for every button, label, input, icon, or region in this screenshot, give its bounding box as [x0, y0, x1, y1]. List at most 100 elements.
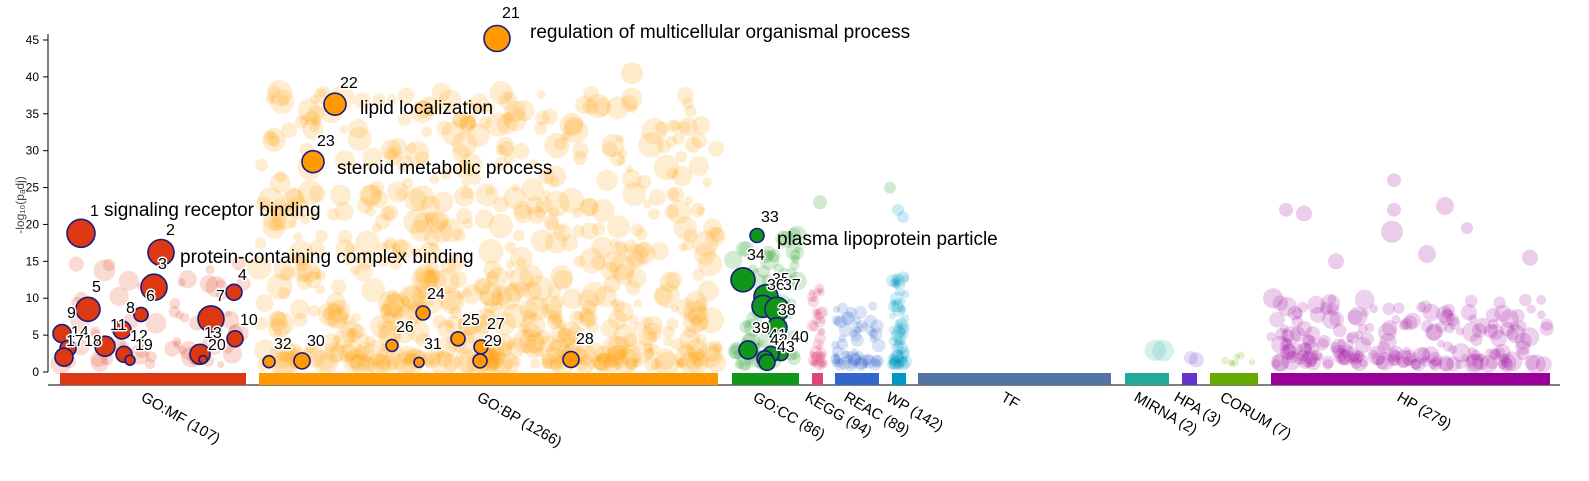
bg-bubble — [359, 184, 382, 207]
bg-bubble — [572, 142, 589, 159]
bg-bubble — [178, 346, 187, 355]
bg-bubble — [1425, 323, 1443, 341]
bg-bubble — [695, 333, 707, 346]
bg-bubble — [600, 261, 619, 280]
bg-bubble — [593, 353, 611, 372]
bg-bubble — [1387, 353, 1400, 367]
bg-bubble — [1485, 307, 1501, 323]
term-20-bubble[interactable] — [198, 354, 208, 365]
bg-bubble — [485, 271, 500, 285]
bg-bubble — [485, 186, 495, 196]
term-3-bubble[interactable] — [140, 273, 168, 302]
bg-bubble — [462, 115, 477, 130]
bg-bubble — [460, 186, 474, 200]
bg-bubble — [892, 350, 904, 363]
term-31-bubble[interactable] — [413, 356, 425, 369]
bg-bubble — [1310, 349, 1322, 361]
term-24-bubble[interactable] — [415, 305, 431, 321]
term-22-bubble[interactable] — [323, 92, 347, 116]
term-39-bubble[interactable] — [738, 340, 758, 360]
term-43-bubble[interactable] — [758, 353, 776, 372]
y-tick-label: 10 — [26, 291, 40, 305]
bg-bubble — [587, 360, 597, 370]
term-19-bubble[interactable] — [124, 354, 136, 367]
bg-bubble — [664, 204, 680, 220]
bg-bubble — [898, 305, 907, 314]
bg-bubble — [591, 222, 606, 237]
bg-bubble — [1347, 306, 1368, 327]
highlighted-terms — [52, 24, 790, 372]
bg-bubble — [1439, 357, 1455, 372]
term-32-bubble[interactable] — [262, 354, 276, 369]
bg-bubble — [308, 240, 325, 257]
bg-bubble — [394, 358, 406, 371]
bg-bubble — [893, 332, 907, 346]
term-23-id: 23 — [317, 133, 335, 150]
term-25-bubble[interactable] — [450, 330, 466, 347]
term-2-bubble[interactable] — [147, 238, 175, 267]
term-28-bubble[interactable] — [562, 350, 580, 369]
bg-bubble — [594, 285, 617, 308]
term-8-bubble[interactable] — [133, 306, 149, 323]
bg-bubble — [785, 242, 804, 261]
term-21-bubble[interactable] — [483, 24, 511, 53]
term-8-id: 8 — [126, 300, 135, 317]
bg-bubble — [407, 320, 430, 343]
term-10-bubble[interactable] — [226, 329, 244, 348]
bg-bubble — [495, 145, 507, 156]
bg-bubble — [594, 352, 615, 372]
bg-bubble — [445, 319, 455, 329]
bg-bubble — [594, 345, 612, 363]
bg-bubble — [662, 326, 675, 339]
bg-bubble — [1422, 346, 1440, 364]
bg-bubble — [643, 315, 663, 336]
term-7-bubble[interactable] — [197, 305, 225, 333]
term-18-bubble[interactable] — [94, 335, 116, 358]
term-30-bubble[interactable] — [293, 352, 311, 370]
bg-bubble — [440, 290, 465, 315]
bg-bubble — [579, 247, 605, 274]
bg-bubble — [870, 319, 884, 333]
source-bar-hpa — [1182, 373, 1197, 385]
term-33-bubble[interactable] — [749, 227, 765, 244]
bg-bubble — [897, 271, 910, 284]
bg-bubble — [462, 218, 473, 230]
term-26-bubble[interactable] — [385, 338, 399, 353]
bg-bubble — [439, 218, 463, 243]
term-5-bubble[interactable] — [75, 296, 101, 323]
bg-bubble — [1430, 355, 1443, 367]
bg-bubble — [1515, 340, 1531, 355]
term-11-bubble[interactable] — [112, 320, 132, 340]
bg-bubble — [410, 219, 432, 242]
term-38-bubble[interactable] — [766, 316, 788, 339]
bg-bubble — [424, 269, 447, 292]
bg-bubble — [739, 321, 752, 334]
bg-bubble — [316, 352, 335, 372]
term-1-bubble[interactable] — [66, 218, 96, 249]
term-29-bubble[interactable] — [472, 353, 488, 369]
term-23-bubble[interactable] — [301, 149, 325, 174]
bg-bubble — [624, 239, 638, 253]
bg-bubble — [617, 156, 626, 166]
bg-bubble — [582, 99, 598, 115]
bg-bubble — [623, 333, 638, 347]
bg-bubble — [341, 338, 363, 361]
term-31-id: 31 — [424, 336, 442, 353]
bg-bubble — [501, 111, 514, 124]
bg-bubble — [889, 277, 899, 287]
term-4-bubble[interactable] — [225, 283, 243, 302]
bg-bubble — [338, 343, 358, 363]
term-17-bubble[interactable] — [54, 347, 74, 368]
bg-bubble — [607, 215, 630, 239]
bg-bubble — [834, 357, 845, 368]
bg-bubble — [299, 114, 311, 126]
bg-bubble — [1286, 351, 1299, 364]
source-bar-hp — [1271, 373, 1550, 385]
bg-bubble — [508, 281, 517, 291]
bg-bubble — [678, 342, 694, 357]
term-34-bubble[interactable] — [730, 266, 756, 293]
bg-bubble — [1231, 359, 1239, 367]
bg-bubble — [894, 289, 901, 296]
bg-bubble — [841, 350, 851, 360]
bg-bubble — [670, 120, 682, 132]
